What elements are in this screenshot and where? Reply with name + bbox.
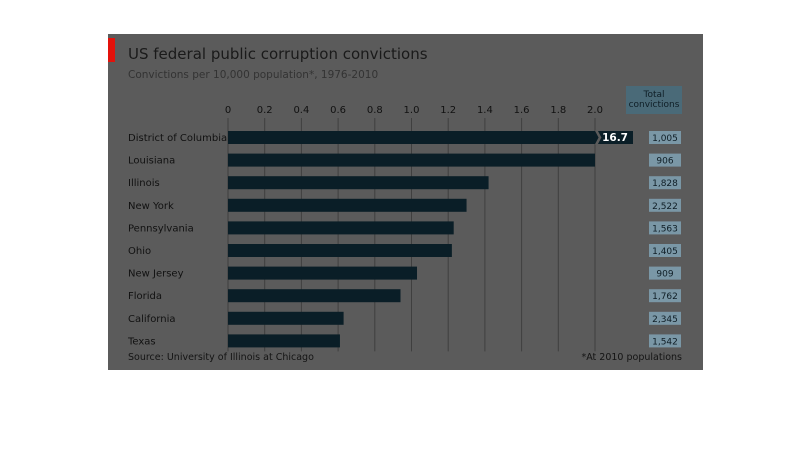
- total-value: 1,762: [652, 292, 678, 302]
- chart-subtitle: Convictions per 10,000 population*, 1976…: [128, 69, 379, 81]
- bar: [228, 221, 454, 235]
- category-label: Florida: [128, 291, 162, 302]
- axis-break-mark: [594, 129, 602, 146]
- chart-title: US federal public corruption convictions: [128, 45, 428, 63]
- x-tick-label: 0: [225, 105, 231, 116]
- total-value: 906: [656, 157, 673, 167]
- total-value: 1,005: [652, 134, 678, 144]
- category-label: Ohio: [128, 246, 151, 257]
- bar: [228, 334, 340, 348]
- bar: [228, 176, 489, 190]
- total-box: [649, 198, 681, 212]
- x-tick-label: 1.0: [404, 105, 420, 116]
- bar: [228, 131, 595, 144]
- chart-plot: 0 0.2 0.4 0.6 0.8 1.0 1.2 1.4 1.6 1.8 2.0 District …: [127, 105, 681, 352]
- category-label: California: [128, 314, 176, 325]
- total-value: 1,542: [652, 337, 678, 347]
- bar: [228, 289, 401, 303]
- bar: [228, 198, 467, 212]
- total-box: [649, 176, 681, 190]
- x-tick-label: 0.8: [367, 105, 383, 116]
- x-tick-label: 1.8: [550, 105, 566, 116]
- x-tick-label: 1.4: [477, 105, 493, 116]
- total-box: [649, 153, 681, 167]
- bar: [228, 153, 595, 167]
- total-value: 909: [656, 270, 673, 280]
- category-label: Illinois: [128, 178, 160, 189]
- total-box: [649, 334, 681, 348]
- bar-extension: [595, 131, 633, 144]
- bar: [228, 244, 452, 257]
- total-value: 1,563: [652, 224, 678, 234]
- total-box: [649, 221, 681, 235]
- category-label: Texas: [127, 336, 156, 347]
- total-box: [649, 244, 681, 257]
- accent-tab: [108, 38, 115, 62]
- total-box: [649, 131, 681, 144]
- category-label: Louisiana: [128, 156, 175, 167]
- x-tick-label: 2.0: [587, 105, 603, 116]
- chart-card: 0 0.2 0.4 0.6 0.8 1.0 1.2 1.4 1.6 1.8 2.0 District …: [108, 34, 703, 370]
- source-note: Source: University of Illinois at Chicag…: [128, 352, 314, 363]
- x-tick-label: 0.2: [257, 105, 273, 116]
- category-label: New York: [128, 201, 174, 212]
- category-label: Pennsylvania: [128, 223, 194, 234]
- bar-value-label: 16.7: [602, 132, 628, 144]
- x-tick-label: 1.2: [440, 105, 456, 116]
- total-box: [649, 289, 681, 303]
- total-box: [649, 266, 681, 280]
- x-tick-label: 0.4: [293, 105, 309, 116]
- footnote: *At 2010 populations: [581, 352, 682, 363]
- x-tick-label: 1.6: [514, 105, 530, 116]
- total-value: 2,522: [652, 202, 678, 212]
- total-value: 1,828: [652, 179, 678, 189]
- category-label: New Jersey: [128, 269, 184, 280]
- x-tick-label: 0.6: [330, 105, 346, 116]
- totals-header: Total convictions: [626, 86, 682, 114]
- title-area: US federal public corruption convictions…: [108, 34, 428, 104]
- total-box: [649, 311, 681, 325]
- total-value: 1,405: [652, 247, 678, 257]
- bar: [228, 266, 418, 280]
- total-value: 2,345: [652, 315, 678, 325]
- category-label: District of Columbia: [128, 133, 227, 144]
- bar: [228, 311, 344, 325]
